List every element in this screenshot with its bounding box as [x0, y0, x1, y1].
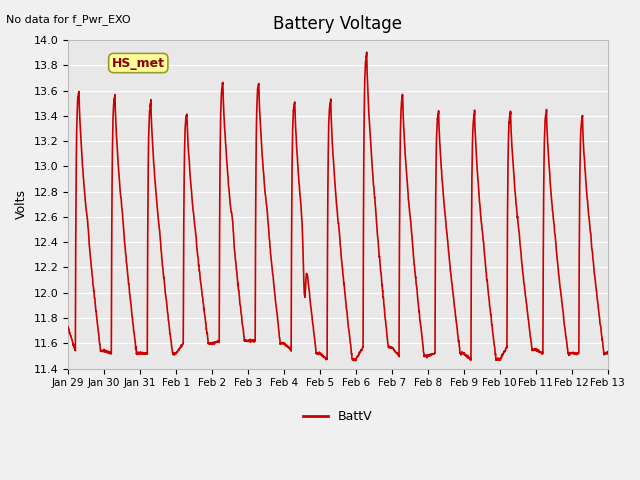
Title: Battery Voltage: Battery Voltage [273, 15, 403, 33]
Text: No data for f_Pwr_EXO: No data for f_Pwr_EXO [6, 14, 131, 25]
Y-axis label: Volts: Volts [15, 189, 28, 219]
Legend: BattV: BattV [298, 405, 378, 428]
Text: HS_met: HS_met [112, 57, 164, 70]
